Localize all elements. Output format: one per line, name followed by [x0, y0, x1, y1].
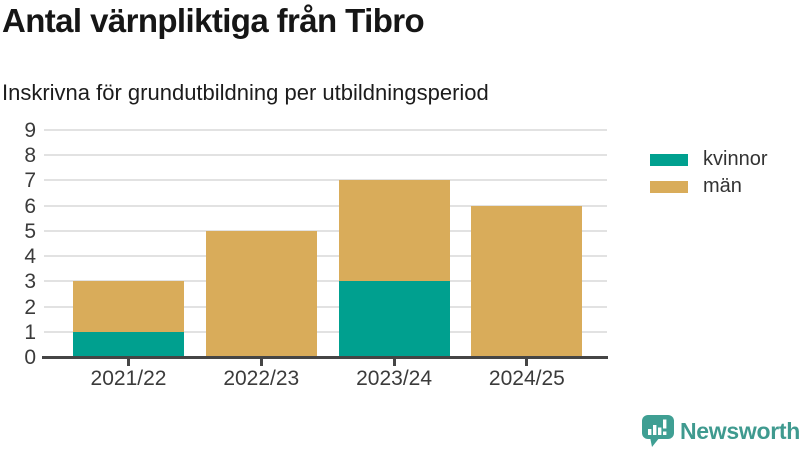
legend-swatch-kvinnor: [650, 153, 688, 166]
bar-2023/24-män: [338, 180, 450, 282]
bar-2021/22-kvinnor: [73, 331, 184, 357]
gridline-y-3: [44, 280, 607, 283]
y-label-1: 1: [24, 320, 36, 344]
x-axis-line: [42, 356, 608, 359]
y-label-9: 9: [24, 119, 36, 142]
x-tick-2024/25: [525, 359, 529, 366]
gridline-y-5: [44, 229, 607, 232]
gridline-y-7: [44, 179, 607, 182]
gridline-y-1: [44, 330, 607, 333]
y-label-4: 4: [24, 245, 36, 269]
legend-label-kvinnor: kvinnor: [703, 148, 768, 170]
x-label-2022/23: 2022/23: [223, 367, 300, 390]
x-label-2021/22: 2021/22: [90, 367, 167, 390]
gridline-y-6: [44, 204, 607, 207]
x-tick-2021/22: [127, 359, 130, 366]
y-label-5: 5: [24, 219, 36, 243]
x-tick-2023/24: [392, 359, 396, 366]
y-label-2: 2: [24, 295, 36, 319]
y-label-6: 6: [24, 194, 36, 218]
x-tick-2022/23: [259, 359, 263, 366]
gridline-y-8: [44, 154, 607, 157]
bar-2021/22-män: [73, 281, 184, 332]
legend-swatch-män: [650, 180, 688, 193]
gridline-y-2: [44, 305, 607, 308]
x-label-2023/24: 2023/24: [356, 367, 433, 390]
newsworthy-icon: [642, 415, 674, 447]
legend-label-män: män: [703, 175, 742, 197]
bar-2023/24-kvinnor: [338, 281, 450, 357]
y-label-0: 0: [24, 346, 36, 369]
newsworthy-wordmark: Newsworthy: [680, 418, 800, 444]
legend: kvinnor män: [650, 146, 767, 200]
chart-title: Antal värnpliktiga från Tibro: [2, 2, 425, 39]
bar-2022/23-män: [205, 230, 317, 357]
chart-subtitle: Inskrivna för grundutbildning per utbild…: [2, 80, 489, 105]
legend-item-män: män: [650, 173, 767, 200]
plot-area: [44, 129, 607, 357]
gridline-y-4: [44, 255, 607, 258]
y-label-8: 8: [24, 144, 36, 168]
bar-2024/25-män: [471, 205, 583, 357]
y-label-7: 7: [24, 169, 36, 193]
gridline-y-9: [44, 129, 607, 131]
y-label-3: 3: [24, 270, 36, 294]
newsworthy-logo[interactable]: Newsworthy: [642, 415, 800, 448]
x-label-2024/25: 2024/25: [488, 367, 565, 390]
legend-item-kvinnor: kvinnor: [650, 146, 767, 173]
